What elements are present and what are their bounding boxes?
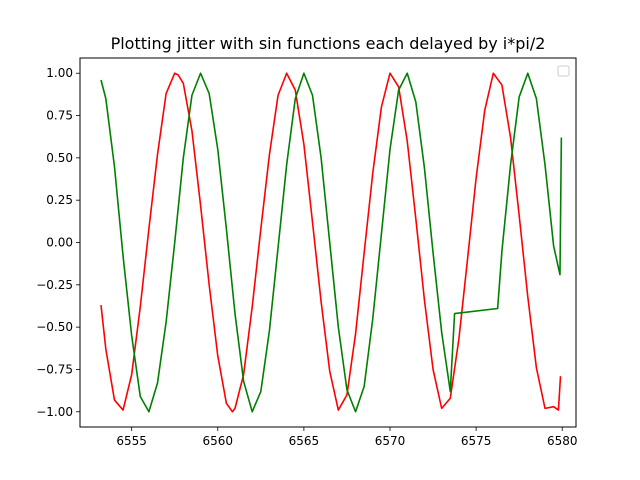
legend: [557, 65, 570, 77]
y-tick-label: −0.75: [36, 362, 73, 376]
x-tick-label: 6560: [203, 434, 234, 448]
y-tick-label: −1.00: [36, 405, 73, 419]
y-tick-label: 0.25: [46, 193, 73, 207]
x-tick-label: 6580: [547, 434, 578, 448]
y-tick-label: −0.50: [36, 320, 73, 334]
chart-title: Plotting jitter with sin functions each …: [111, 34, 546, 53]
series-group: [100, 72, 563, 413]
x-axis: 6555 6560 6565 6570 6575 6580: [116, 427, 577, 448]
series-line-2: [100, 72, 563, 413]
y-tick-label: 0.00: [46, 236, 73, 250]
y-tick-label: −0.25: [36, 278, 73, 292]
y-tick-label: 0.75: [46, 109, 73, 123]
legend-box: [557, 65, 570, 77]
y-tick-label: 1.00: [46, 66, 73, 80]
y-tick-label: 0.50: [46, 151, 73, 165]
x-tick-label: 6570: [375, 434, 406, 448]
x-tick-label: 6555: [116, 434, 147, 448]
y-axis: 1.00 0.75 0.50 0.25 0.00 −0.25 −0.50 −0.75 −1.00: [36, 66, 80, 419]
x-tick-label: 6565: [289, 434, 320, 448]
axes-background: [80, 58, 576, 427]
plot-area: [80, 58, 576, 427]
series-line-1: [100, 72, 562, 413]
x-tick-label: 6575: [461, 434, 492, 448]
